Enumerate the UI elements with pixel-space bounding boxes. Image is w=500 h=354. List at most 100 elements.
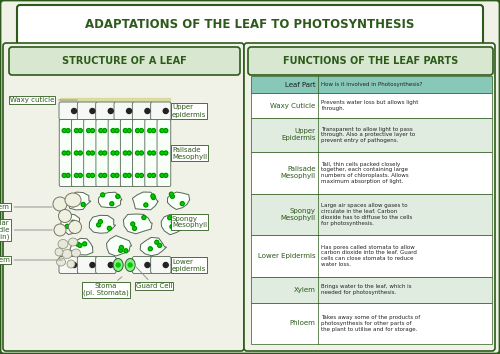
Polygon shape — [106, 235, 132, 256]
Circle shape — [81, 202, 85, 206]
Circle shape — [170, 192, 173, 196]
Circle shape — [72, 263, 76, 268]
Text: Upper
epidermis: Upper epidermis — [170, 104, 206, 118]
FancyBboxPatch shape — [84, 120, 98, 187]
FancyBboxPatch shape — [150, 102, 171, 120]
FancyBboxPatch shape — [132, 257, 152, 274]
Text: Vascular
Bundle
(vein): Vascular Bundle (vein) — [0, 220, 52, 240]
Circle shape — [102, 129, 106, 133]
FancyBboxPatch shape — [244, 43, 495, 351]
Circle shape — [115, 151, 119, 155]
Ellipse shape — [56, 258, 66, 266]
Circle shape — [152, 173, 156, 177]
Ellipse shape — [58, 210, 71, 223]
Circle shape — [136, 173, 140, 177]
Circle shape — [170, 194, 174, 198]
Circle shape — [90, 173, 94, 177]
Circle shape — [66, 224, 70, 228]
Ellipse shape — [113, 258, 123, 272]
FancyBboxPatch shape — [96, 120, 110, 187]
Text: Brings water to the leaf, which is
needed for photosynthesis.: Brings water to the leaf, which is neede… — [322, 284, 412, 295]
Circle shape — [99, 129, 103, 133]
Circle shape — [99, 173, 103, 177]
Circle shape — [151, 194, 155, 198]
Bar — [251, 276, 492, 303]
Circle shape — [148, 129, 152, 133]
Polygon shape — [140, 238, 166, 256]
FancyBboxPatch shape — [78, 102, 98, 120]
Circle shape — [160, 173, 164, 177]
Circle shape — [102, 151, 106, 155]
Text: Upper
Epidermis: Upper Epidermis — [281, 129, 316, 142]
FancyBboxPatch shape — [59, 257, 80, 274]
FancyBboxPatch shape — [96, 257, 116, 274]
Circle shape — [90, 151, 94, 155]
FancyBboxPatch shape — [108, 120, 122, 187]
Bar — [251, 194, 492, 235]
Circle shape — [124, 129, 128, 133]
FancyBboxPatch shape — [150, 257, 171, 274]
Circle shape — [90, 108, 95, 114]
Polygon shape — [98, 192, 122, 207]
Circle shape — [66, 151, 70, 155]
Text: Palisade
Mesophyll: Palisade Mesophyll — [170, 147, 207, 160]
Circle shape — [180, 202, 184, 206]
Circle shape — [131, 222, 135, 226]
Text: Has pores called stomata to allow
carbon dioxide into the leaf. Guard
cells can : Has pores called stomata to allow carbon… — [322, 245, 418, 267]
Circle shape — [116, 194, 120, 199]
Circle shape — [78, 129, 82, 133]
Polygon shape — [90, 215, 116, 233]
Ellipse shape — [62, 250, 72, 258]
Circle shape — [144, 203, 148, 207]
Polygon shape — [124, 214, 152, 234]
Circle shape — [136, 129, 140, 133]
Text: Takes away some of the products of
photosynthesis for other parts of
the plant t: Takes away some of the products of photo… — [322, 315, 420, 332]
Circle shape — [132, 226, 136, 230]
Circle shape — [164, 173, 168, 177]
FancyBboxPatch shape — [114, 102, 134, 120]
Circle shape — [128, 263, 132, 267]
Polygon shape — [68, 192, 91, 210]
Circle shape — [78, 244, 82, 247]
Circle shape — [124, 249, 128, 253]
Circle shape — [82, 242, 86, 246]
FancyBboxPatch shape — [145, 120, 158, 187]
Circle shape — [98, 219, 102, 224]
Circle shape — [160, 129, 164, 133]
Text: ADAPTATIONS OF THE LEAF TO PHOTOSYNTHESIS: ADAPTATIONS OF THE LEAF TO PHOTOSYNTHESI… — [86, 18, 414, 32]
Circle shape — [124, 151, 128, 155]
Circle shape — [96, 223, 100, 227]
Circle shape — [142, 216, 146, 219]
Circle shape — [163, 108, 168, 114]
Ellipse shape — [54, 224, 66, 236]
Text: FUNCTIONS OF THE LEAF PARTS: FUNCTIONS OF THE LEAF PARTS — [283, 56, 458, 66]
Circle shape — [152, 129, 156, 133]
FancyBboxPatch shape — [120, 120, 134, 187]
Circle shape — [76, 242, 80, 246]
Circle shape — [74, 129, 78, 133]
Text: Spongy
Mesophyll: Spongy Mesophyll — [170, 216, 207, 228]
Ellipse shape — [67, 260, 75, 268]
Circle shape — [78, 151, 82, 155]
Circle shape — [111, 151, 115, 155]
Bar — [251, 303, 492, 344]
Polygon shape — [70, 238, 93, 255]
Text: Transparent to allow light to pass
through. Also a protective layer to
prevent e: Transparent to allow light to pass throu… — [322, 127, 416, 143]
Circle shape — [148, 173, 152, 177]
Circle shape — [163, 263, 168, 268]
Polygon shape — [161, 215, 186, 235]
Circle shape — [127, 173, 131, 177]
FancyBboxPatch shape — [17, 5, 483, 45]
Circle shape — [115, 173, 119, 177]
Circle shape — [111, 129, 115, 133]
Circle shape — [100, 193, 104, 197]
FancyBboxPatch shape — [96, 102, 116, 120]
Text: Leaf Part: Leaf Part — [285, 82, 316, 88]
Circle shape — [110, 202, 114, 206]
Bar — [251, 76, 492, 93]
Circle shape — [118, 248, 122, 252]
FancyBboxPatch shape — [248, 47, 493, 75]
Text: Phloem: Phloem — [290, 320, 316, 326]
Text: STRUCTURE OF A LEAF: STRUCTURE OF A LEAF — [62, 56, 187, 66]
Bar — [251, 235, 492, 276]
